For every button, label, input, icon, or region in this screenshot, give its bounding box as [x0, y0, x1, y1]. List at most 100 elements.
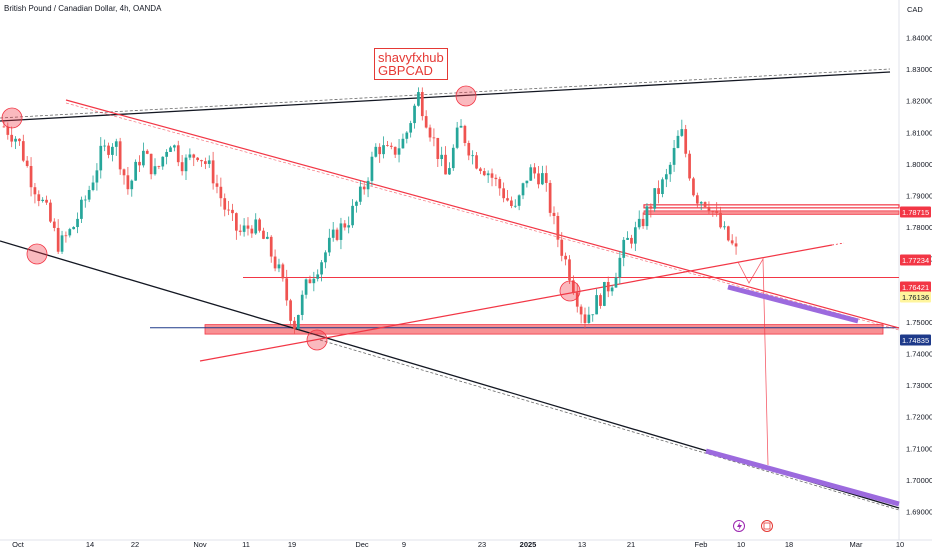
candle-body	[568, 259, 571, 281]
candle-body	[285, 278, 289, 301]
candle-body	[281, 264, 285, 279]
ascending-trendline-ext	[831, 242, 845, 246]
candle-body	[72, 227, 76, 230]
candle-body	[692, 178, 695, 196]
candle-body	[134, 161, 137, 181]
candle-body	[95, 170, 99, 183]
candle-body	[502, 188, 505, 199]
candle-body	[548, 182, 552, 213]
channel-bottom-dashed	[319, 339, 900, 511]
swing-point-marker	[306, 329, 328, 351]
x-tick-label: 23	[478, 540, 486, 549]
price-tag-label: 1.74835	[902, 336, 929, 345]
candle-body	[80, 199, 83, 219]
candle-body	[235, 213, 238, 231]
y-tick-label: 1.73000	[906, 381, 932, 390]
candle-body	[188, 154, 192, 158]
candle-body	[362, 186, 366, 190]
candle-body	[537, 173, 540, 185]
candle-body	[703, 202, 707, 207]
x-tick-label: Oct	[12, 540, 25, 549]
candle-body	[312, 278, 316, 284]
lightning-icon	[733, 520, 745, 532]
descending-trendline-dashed	[65, 102, 900, 331]
candle-body	[413, 105, 416, 124]
price-tag-bg	[900, 254, 931, 266]
candle-body	[734, 243, 738, 247]
candle-body	[366, 180, 370, 190]
candle-body	[723, 226, 726, 228]
candle-body	[196, 157, 199, 161]
candle-body	[111, 146, 114, 155]
x-tick-label: 21	[627, 540, 635, 549]
candle-body	[517, 195, 521, 206]
candle-body	[622, 239, 626, 258]
x-tick-label: Feb	[695, 540, 708, 549]
candle-body	[645, 206, 649, 227]
candle-body	[145, 150, 149, 154]
candle-body	[273, 256, 277, 269]
candle-body	[269, 236, 273, 257]
x-tick-label: 13	[578, 540, 586, 549]
candle-body	[68, 229, 72, 236]
candle-body	[14, 138, 17, 142]
candle-body	[130, 180, 134, 190]
x-tick-label: 2025	[520, 540, 537, 549]
candle-body	[207, 160, 211, 164]
x-tick-label: Nov	[193, 540, 207, 549]
candle-body	[494, 177, 498, 180]
candle-body	[572, 280, 575, 293]
price-tag: 1.76421	[900, 281, 931, 293]
candle-body	[122, 169, 126, 176]
candle-body	[138, 161, 141, 166]
candle-body	[378, 146, 382, 155]
candle-body	[711, 211, 715, 212]
candle-body	[87, 189, 91, 200]
candle-body	[591, 314, 595, 316]
candle-body	[231, 209, 234, 214]
candle-body	[184, 157, 188, 172]
x-tick-label: 19	[288, 540, 296, 549]
candle-body	[455, 127, 459, 148]
candle-body	[250, 228, 254, 234]
target-zone-upper	[727, 284, 859, 324]
candle-body	[382, 145, 385, 155]
y-tick-label: 1.70000	[906, 476, 932, 485]
candle-body	[603, 281, 606, 306]
candle-body	[308, 279, 312, 284]
candle-body	[300, 294, 304, 315]
swing-point-marker	[559, 280, 581, 302]
y-tick-label: 1.82000	[906, 97, 932, 106]
x-tick-label: 11	[242, 540, 250, 549]
candle-body	[335, 229, 339, 240]
candle-body	[668, 164, 672, 175]
candle-body	[595, 295, 598, 315]
calendar-glyph	[763, 522, 771, 530]
watermark-symbol: GBPCAD	[378, 63, 433, 78]
candle-body	[374, 146, 378, 157]
candle-body	[99, 145, 103, 171]
y-tick-label: 1.74000	[906, 350, 932, 359]
candle-body	[49, 202, 52, 222]
candle-body	[21, 141, 25, 161]
candle-body	[637, 218, 641, 228]
projection-path	[737, 257, 769, 466]
price-tag-label: 1.78715	[902, 208, 929, 217]
candle-body	[358, 186, 362, 202]
candle-body	[192, 154, 196, 158]
candle-body	[204, 161, 207, 164]
candle-body	[6, 126, 10, 135]
candle-body	[695, 195, 699, 204]
candle-body	[355, 201, 358, 206]
swing-point-marker	[26, 243, 48, 265]
candle-body	[64, 235, 68, 237]
candle-body	[370, 156, 374, 181]
candle-body	[161, 156, 165, 167]
candle-body	[599, 295, 602, 306]
candle-body	[277, 264, 281, 269]
candle-body	[262, 230, 265, 239]
candle-body	[258, 219, 261, 231]
candle-body	[169, 147, 172, 152]
candle-body	[401, 138, 405, 149]
